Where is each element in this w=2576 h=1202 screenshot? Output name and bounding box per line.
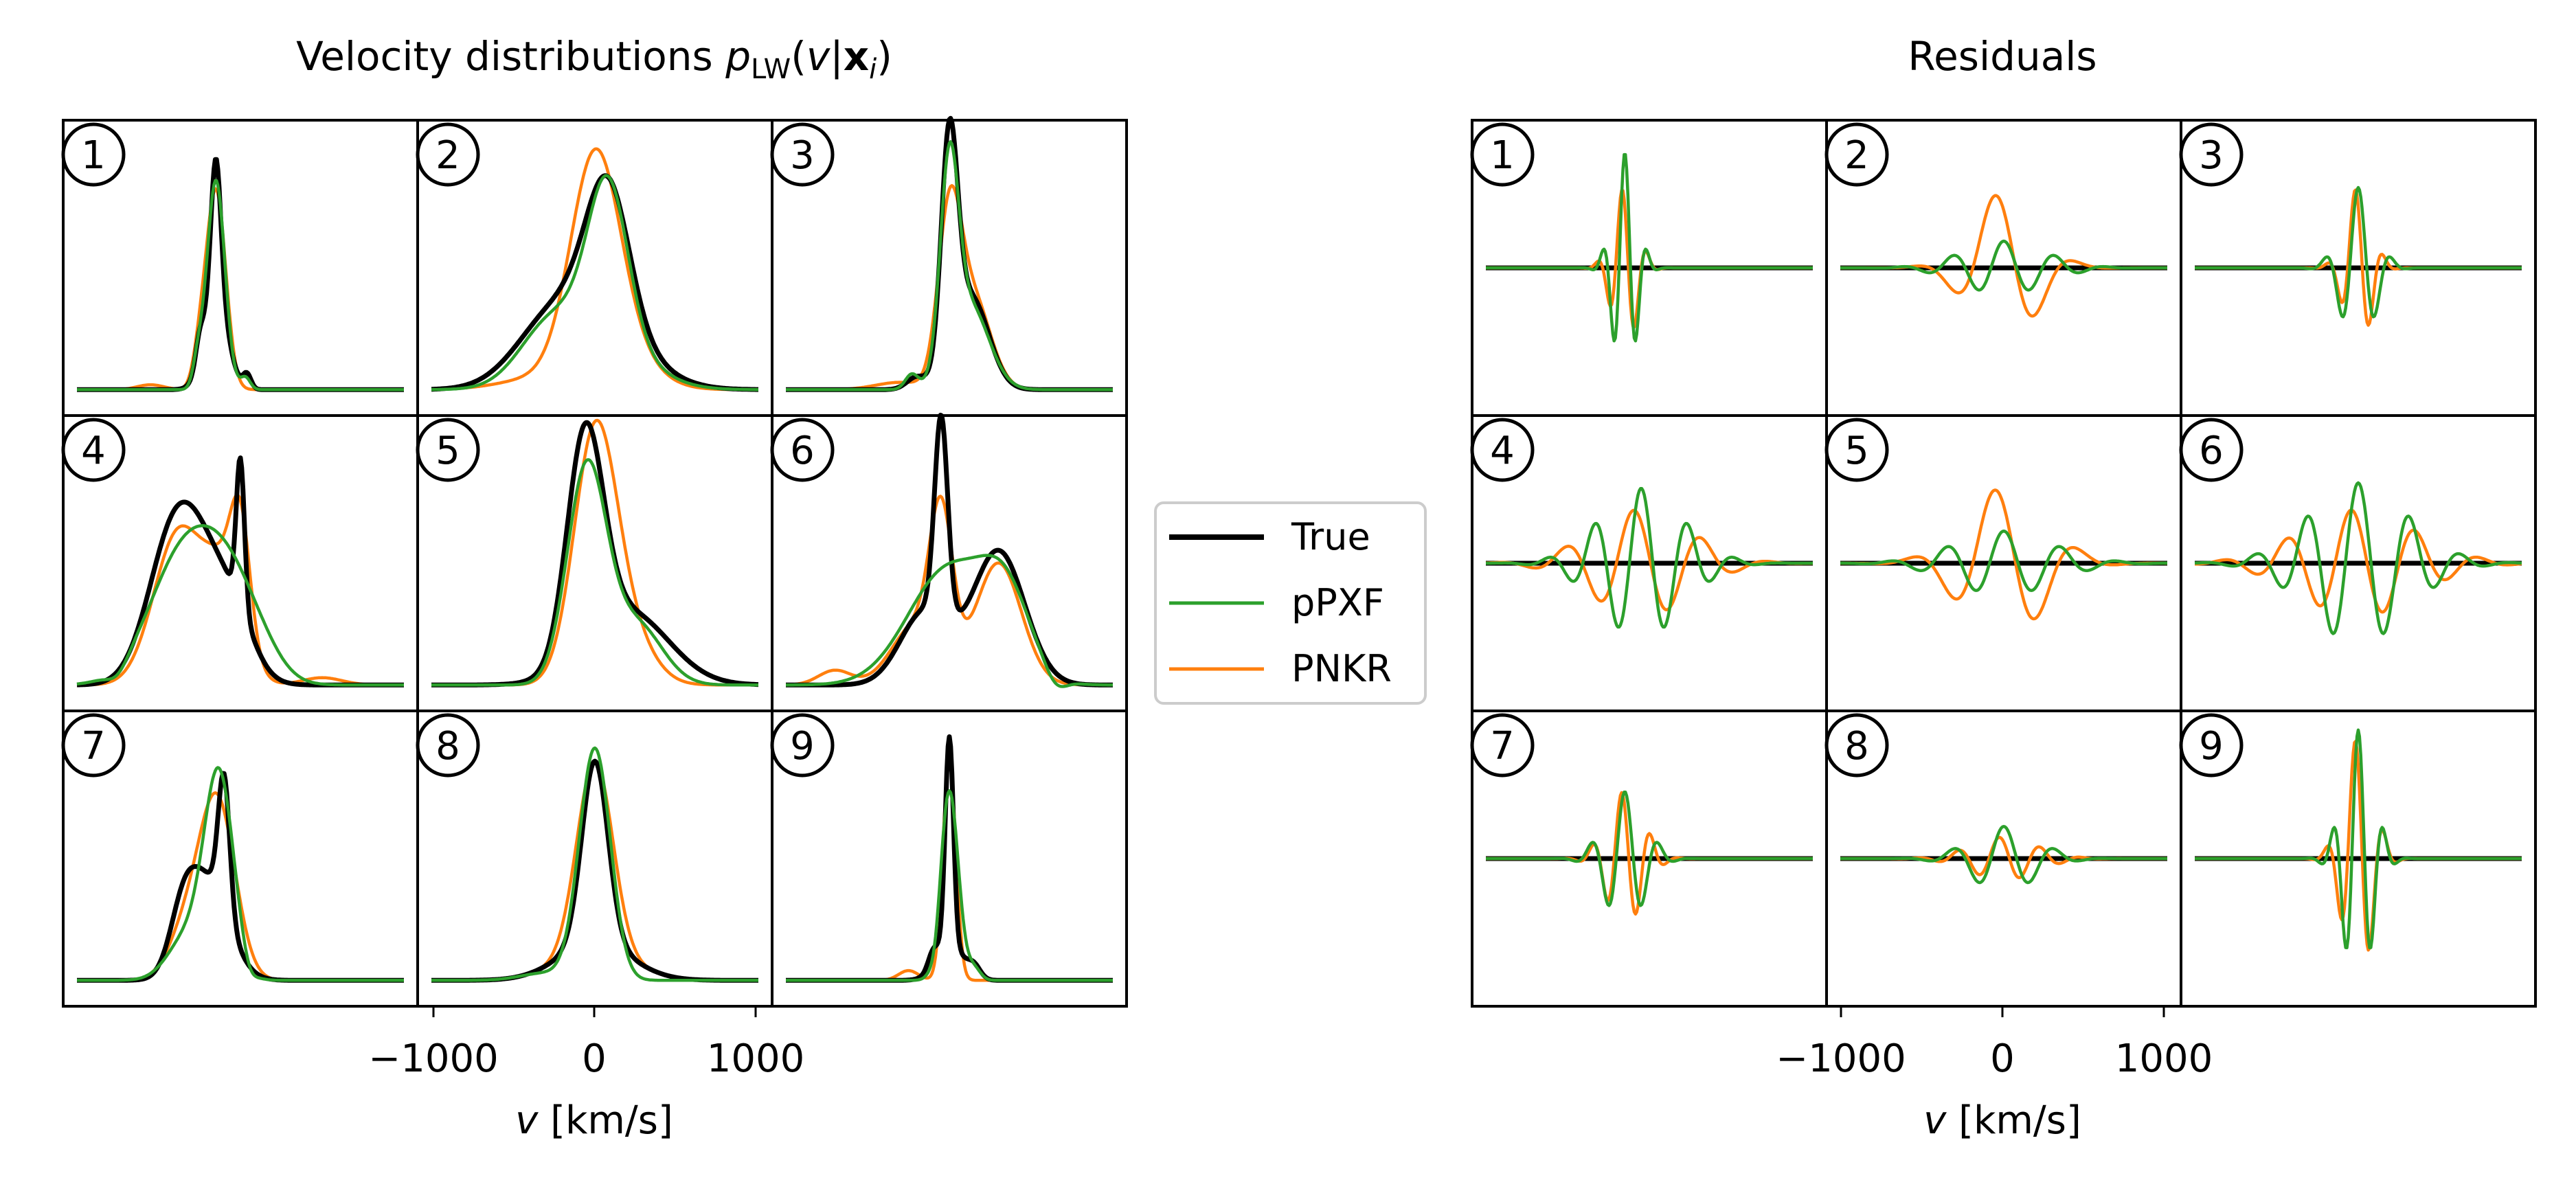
panel-badge (416, 418, 480, 482)
residual-panel-6: 6 (2179, 414, 2537, 712)
series-line-pnkr (76, 493, 405, 687)
left-tick-label: 1000 (707, 1036, 805, 1081)
series-line-ppxf (76, 179, 405, 392)
panel-badge (1470, 418, 1535, 482)
velocity-panel-6: 6 (770, 412, 1128, 712)
panel-number: 2 (1844, 133, 1869, 178)
velocity-panel-3: 3 (770, 115, 1128, 417)
panel-number: 3 (2199, 133, 2224, 178)
panel-badge (416, 713, 480, 778)
panel-badge (61, 713, 126, 778)
right-tick-label: −1000 (1776, 1036, 1906, 1081)
series-line-ppxf (1840, 239, 2168, 292)
legend: True pPXF PNKR (1154, 501, 1427, 705)
legend-label-ppxf: pPXF (1291, 581, 1384, 624)
series-line-ppxf (785, 554, 1114, 688)
panel-number: 9 (2199, 724, 2224, 769)
panel-frame (2180, 710, 2537, 1008)
series-line-ppxf (431, 174, 759, 392)
panel-number: 1 (1490, 133, 1515, 178)
series-line-ppxf (431, 458, 759, 687)
panel-badge (1824, 418, 1889, 482)
panel-badge (61, 122, 126, 187)
residual-panel-2: 2 (1824, 119, 2182, 417)
left-tick-label: 0 (582, 1036, 607, 1081)
series-line-true (784, 412, 1114, 688)
series-line-ppxf (1485, 152, 1814, 343)
panel-badge (1470, 713, 1535, 778)
legend-label-true: True (1291, 515, 1370, 558)
left-tick-label: −1000 (368, 1036, 498, 1081)
panel-badge (1470, 122, 1535, 187)
panel-number: 3 (790, 133, 815, 178)
velocity-panel-9: 9 (770, 710, 1128, 1008)
legend-frame (1154, 501, 1427, 705)
panel-badge (2179, 122, 2244, 187)
velocity-panel-4: 4 (61, 414, 419, 712)
velocity-panel-1: 1 (61, 119, 419, 417)
panel-number: 1 (81, 133, 106, 178)
panel-number: 4 (81, 429, 106, 473)
panel-number: 7 (1490, 724, 1515, 769)
velocity-panel-8: 8 (416, 710, 773, 1008)
right-tick-label: 1000 (2115, 1036, 2213, 1081)
panel-badge (2179, 418, 2244, 482)
series-line-ppxf (2194, 728, 2522, 949)
series-line-ppxf (431, 746, 759, 982)
panel-number: 7 (81, 724, 106, 769)
panel-badge (770, 713, 835, 778)
residual-panel-8: 8 (1824, 710, 2182, 1008)
right-chart-title: Residuals (1908, 33, 2097, 80)
residuals-grid: 1 2 3 4 5 6 7 8 9 (1470, 119, 2537, 1008)
series-line-ppxf (1840, 529, 2168, 592)
residual-panel-9: 9 (2179, 710, 2537, 1008)
panel-badge (1824, 122, 1889, 187)
series-line-ppxf (76, 524, 405, 687)
panel-frame (771, 710, 1128, 1008)
panel-number: 5 (436, 429, 460, 473)
panel-number: 6 (2199, 429, 2224, 473)
left-chart-title: Velocity distributions pLW(v|xi) (296, 33, 892, 85)
right-x-axis-label: v [km/s] (1923, 1098, 2081, 1143)
panel-badge (416, 122, 480, 187)
residual-panel-4: 4 (1470, 414, 1828, 712)
series-line-ppxf (785, 789, 1114, 982)
series-line-pnkr (1485, 508, 1814, 611)
legend-label-pnkr: PNKR (1291, 647, 1392, 690)
velocity-distributions-grid: 1 2 3 4 5 6 7 8 9 (61, 115, 1128, 1008)
series-line-ppxf (76, 766, 405, 982)
series-line-ppxf (2194, 185, 2522, 319)
panel-badge (770, 418, 835, 482)
velocity-panel-7: 7 (61, 710, 419, 1008)
series-line-ppxf (1485, 790, 1814, 907)
series-line-ppxf (1840, 824, 2168, 885)
panel-badge (2179, 713, 2244, 778)
panel-badge (61, 418, 126, 482)
series-line-ppxf (1485, 486, 1814, 629)
velocity-panel-5: 5 (416, 414, 773, 712)
panel-number: 8 (436, 724, 460, 769)
panel-number: 8 (1844, 724, 1869, 769)
right-x-axis: −1000 0 1000 v [km/s] (1776, 1008, 2213, 1143)
panel-number: 9 (790, 724, 815, 769)
panel-number: 5 (1844, 429, 1869, 473)
panel-number: 2 (436, 133, 460, 178)
series-line-ppxf (2194, 481, 2522, 635)
panel-number: 4 (1490, 429, 1515, 473)
panel-badge (770, 122, 835, 187)
right-tick-label: 0 (1990, 1036, 2015, 1081)
residual-panel-3: 3 (2179, 119, 2537, 417)
panel-number: 6 (790, 429, 815, 473)
series-line-ppxf (785, 140, 1114, 392)
left-x-axis: −1000 0 1000 v [km/s] (368, 1008, 804, 1143)
panel-badge (1824, 713, 1889, 778)
left-x-axis-label: v [km/s] (515, 1098, 673, 1143)
